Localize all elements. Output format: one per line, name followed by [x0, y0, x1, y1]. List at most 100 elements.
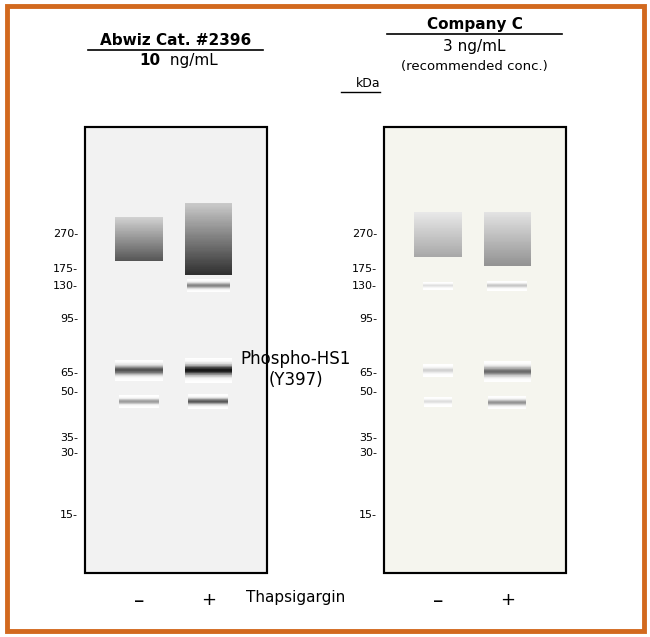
- Bar: [384, 127, 566, 573]
- Bar: [185, 245, 232, 246]
- Bar: [415, 235, 461, 236]
- Bar: [185, 209, 232, 210]
- Bar: [185, 257, 232, 258]
- Bar: [185, 207, 232, 208]
- Bar: [116, 238, 162, 239]
- Bar: [415, 238, 461, 239]
- Bar: [116, 241, 162, 242]
- Text: 65-: 65-: [60, 368, 78, 378]
- Bar: [116, 227, 162, 228]
- Bar: [116, 257, 162, 258]
- Bar: [185, 246, 232, 247]
- Bar: [116, 258, 162, 259]
- Bar: [185, 204, 232, 206]
- Text: 3 ng/mL: 3 ng/mL: [443, 38, 506, 54]
- Bar: [415, 217, 461, 218]
- Bar: [484, 229, 531, 230]
- Bar: [116, 249, 162, 250]
- Bar: [415, 229, 461, 230]
- Bar: [484, 252, 531, 253]
- Bar: [415, 215, 461, 216]
- Bar: [484, 261, 531, 262]
- Bar: [484, 232, 531, 233]
- Bar: [415, 244, 461, 245]
- Bar: [484, 216, 531, 217]
- Bar: [84, 127, 266, 573]
- Bar: [116, 237, 162, 238]
- Bar: [484, 234, 531, 235]
- Bar: [116, 235, 162, 236]
- Bar: [185, 252, 232, 253]
- Bar: [116, 233, 162, 234]
- Bar: [185, 224, 232, 225]
- Bar: [415, 255, 461, 256]
- Bar: [484, 219, 531, 220]
- Bar: [116, 260, 162, 261]
- Bar: [116, 256, 162, 257]
- Bar: [415, 213, 461, 214]
- Text: kDa: kDa: [356, 78, 380, 90]
- Text: Thapsigargin: Thapsigargin: [246, 590, 345, 605]
- Bar: [484, 241, 531, 243]
- Bar: [484, 230, 531, 231]
- Bar: [484, 235, 531, 236]
- Bar: [484, 243, 531, 244]
- Bar: [116, 226, 162, 227]
- Bar: [484, 226, 531, 227]
- Bar: [415, 254, 461, 255]
- Bar: [185, 243, 232, 245]
- Text: ng/mL: ng/mL: [165, 53, 218, 68]
- Bar: [484, 262, 531, 263]
- Bar: [185, 248, 232, 250]
- Bar: [415, 231, 461, 233]
- Bar: [116, 224, 162, 225]
- Bar: [484, 253, 531, 254]
- Bar: [484, 231, 531, 232]
- Bar: [185, 236, 232, 238]
- Bar: [415, 219, 461, 220]
- Bar: [185, 218, 232, 220]
- Bar: [116, 222, 162, 224]
- Bar: [384, 127, 566, 573]
- Bar: [415, 233, 461, 234]
- Bar: [116, 247, 162, 248]
- Bar: [185, 238, 232, 239]
- Text: 130-: 130-: [53, 281, 78, 290]
- Bar: [484, 257, 531, 259]
- Bar: [484, 246, 531, 247]
- Bar: [185, 261, 232, 262]
- Bar: [185, 231, 232, 232]
- Bar: [185, 264, 232, 265]
- Bar: [415, 226, 461, 227]
- Bar: [116, 221, 162, 222]
- Bar: [185, 203, 232, 204]
- Bar: [415, 225, 461, 226]
- Bar: [484, 245, 531, 246]
- Bar: [185, 271, 232, 272]
- Bar: [415, 252, 461, 253]
- Bar: [484, 223, 531, 224]
- Text: (recommended conc.): (recommended conc.): [401, 60, 548, 73]
- Bar: [116, 218, 162, 219]
- Bar: [116, 255, 162, 256]
- Bar: [484, 255, 531, 256]
- Bar: [484, 236, 531, 237]
- Bar: [484, 214, 531, 215]
- Bar: [116, 259, 162, 260]
- Bar: [185, 232, 232, 233]
- Bar: [415, 218, 461, 219]
- Bar: [116, 236, 162, 237]
- Text: 50-: 50-: [60, 387, 78, 397]
- Bar: [116, 230, 162, 231]
- Bar: [185, 258, 232, 259]
- Bar: [484, 250, 531, 252]
- Bar: [415, 222, 461, 224]
- Bar: [415, 253, 461, 254]
- Bar: [484, 254, 531, 255]
- Bar: [185, 217, 232, 218]
- Bar: [415, 228, 461, 229]
- Bar: [484, 215, 531, 216]
- Bar: [484, 227, 531, 228]
- Bar: [484, 259, 531, 261]
- Bar: [116, 251, 162, 252]
